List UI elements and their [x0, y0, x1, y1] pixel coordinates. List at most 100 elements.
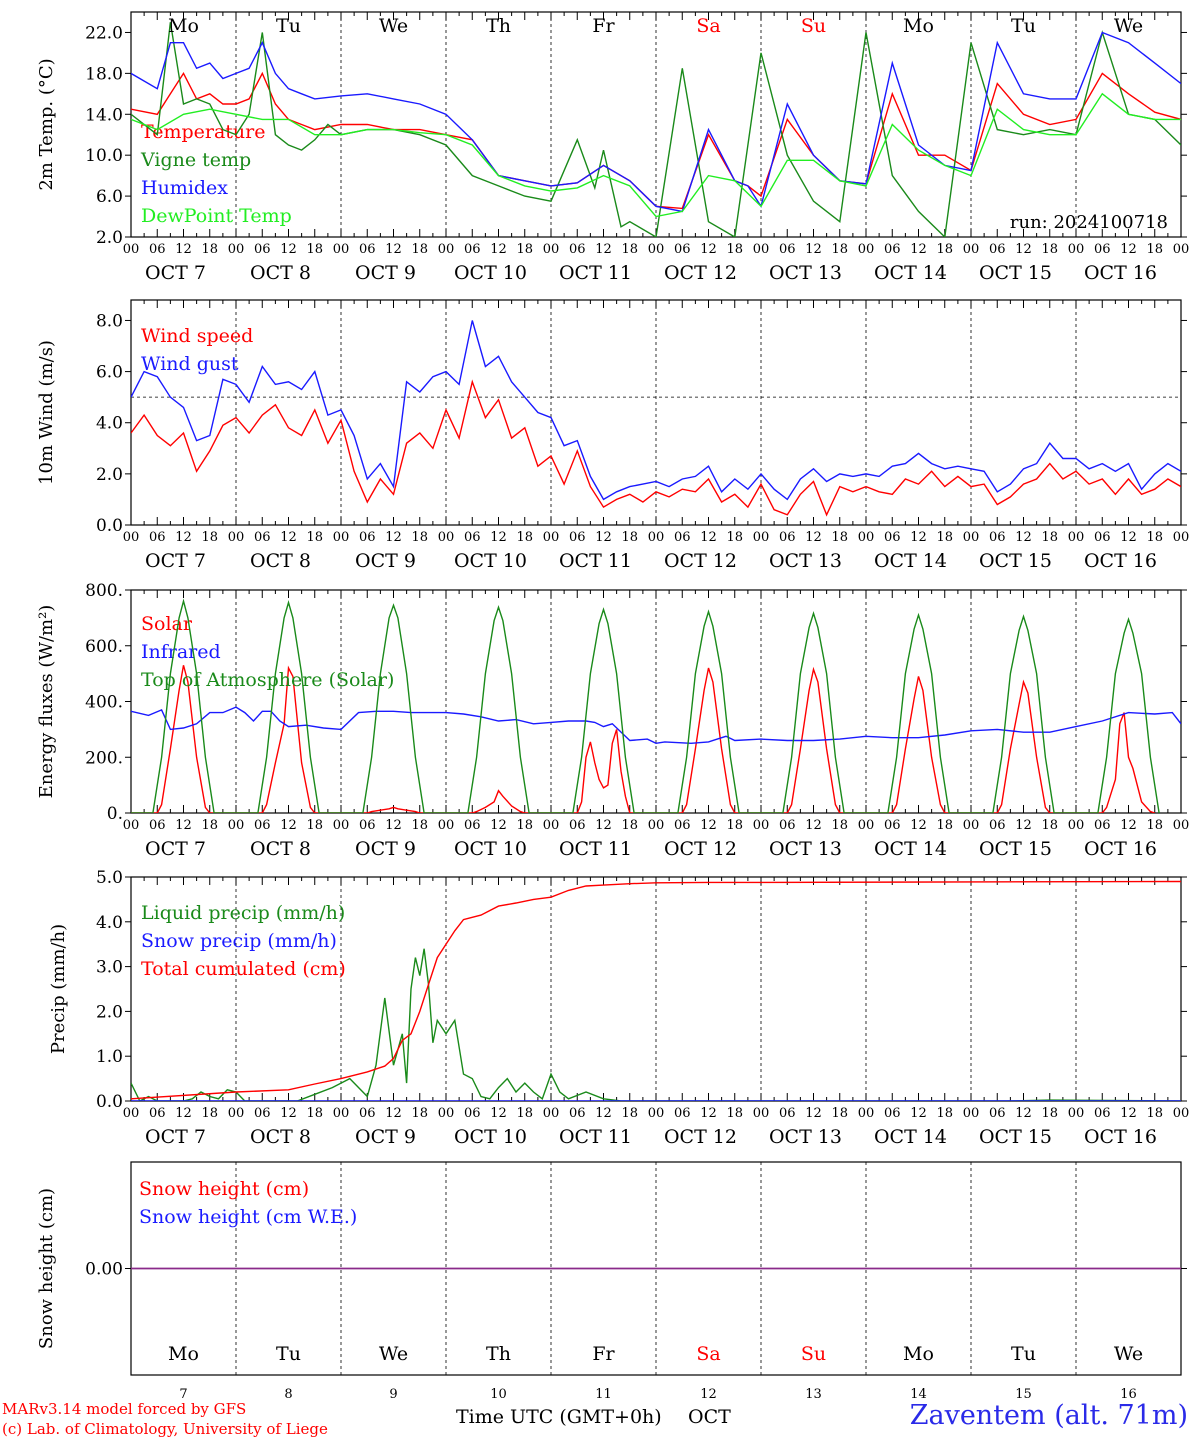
x-hour-label: 12 [805, 242, 822, 257]
x-hour-label: 12 [910, 242, 927, 257]
x-hour-label: 06 [989, 242, 1006, 257]
x-date-label: OCT 13 [769, 838, 842, 860]
chart-panel-5: 0.00 Snow height (cm) Snow height (cm) Snow… [36, 1161, 1187, 1402]
x-hour-label: 06 [779, 530, 796, 545]
series-line-wind-gust [131, 320, 1181, 501]
x-hour-label: 12 [910, 818, 927, 833]
x-hour-label: 00 [543, 818, 560, 833]
x-hour-label: 00 [753, 1106, 770, 1121]
x-date-label: OCT 9 [355, 1126, 416, 1148]
x-hour-label: 00 [858, 818, 875, 833]
x-date-label: OCT 7 [145, 262, 206, 284]
x-hour-label: 18 [201, 1106, 218, 1121]
x-date-label: OCT 9 [355, 262, 416, 284]
x-hour-label: 06 [1094, 818, 1111, 833]
x-hour-label: 12 [700, 530, 717, 545]
series-line-humidex [131, 31, 1181, 213]
legend-entry: Top of Atmosphere (Solar) [141, 669, 394, 691]
x-hour-label: 18 [621, 530, 638, 545]
x-hour-label: 18 [936, 818, 953, 833]
x-hour-label: 12 [1015, 530, 1032, 545]
x-hour-label: 00 [963, 242, 980, 257]
x-hour-label: 06 [884, 530, 901, 545]
x-date-label: OCT 15 [979, 262, 1052, 284]
x-hour-label: 12 [490, 1106, 507, 1121]
series-line-vigne-temp [131, 22, 1181, 237]
legend-entry: Wind speed [141, 325, 253, 347]
x-hour-label: 00 [1173, 818, 1190, 833]
x-hour-label: 06 [989, 1106, 1006, 1121]
x-hour-label: 18 [621, 818, 638, 833]
x-hour-label: 00 [333, 530, 350, 545]
x-hour-label: 06 [254, 242, 271, 257]
y-tick-label: 22.0 [85, 23, 123, 43]
x-hour-label: 06 [674, 818, 691, 833]
x-hour-label: 12 [595, 530, 612, 545]
day-of-week-label: Tu [276, 1343, 301, 1365]
y-tick-label: 200. [85, 748, 123, 768]
y-tick-label: 18.0 [85, 64, 123, 84]
x-hour-label: 12 [280, 530, 297, 545]
x-hour-label: 00 [858, 242, 875, 257]
x-hour-label: 00 [438, 242, 455, 257]
x-hour-label: 12 [1120, 530, 1137, 545]
x-hour-label: 06 [674, 530, 691, 545]
x-hour-label: 00 [1068, 530, 1085, 545]
legend-entry: Snow height (cm W.E.) [139, 1206, 357, 1228]
day-of-week-label: Mo [903, 1343, 934, 1365]
y-tick-label: 6.0 [96, 363, 123, 383]
x-hour-label: 12 [490, 530, 507, 545]
x-hour-label: 00 [858, 1106, 875, 1121]
x-hour-label: 12 [1120, 1106, 1137, 1121]
y-tick-label: 10.0 [85, 146, 123, 166]
x-hour-label: 06 [254, 818, 271, 833]
x-hour-label: 18 [306, 530, 323, 545]
x-hour-label: 18 [1146, 818, 1163, 833]
x-hour-label: 12 [385, 1106, 402, 1121]
x-hour-label: 18 [1041, 1106, 1058, 1121]
y-tick-label: 3.0 [96, 958, 123, 978]
x-date-label: OCT 14 [874, 550, 947, 572]
x-hour-label: 00 [333, 1106, 350, 1121]
x-hour-label: 12 [1015, 1106, 1032, 1121]
lab-credit: (c) Lab. of Climatology, University of L… [2, 1420, 328, 1438]
x-date-label: OCT 8 [250, 1126, 311, 1148]
x-date-label: OCT 9 [355, 838, 416, 860]
x-date-label: OCT 12 [664, 550, 737, 572]
x-date-label: OCT 16 [1084, 262, 1157, 284]
x-hour-label: 00 [858, 530, 875, 545]
x-hour-label: 00 [648, 1106, 665, 1121]
x-hour-label: 12 [175, 818, 192, 833]
x-date-label: OCT 13 [769, 262, 842, 284]
x-date-label: OCT 7 [145, 838, 206, 860]
x-hour-label: 06 [149, 530, 166, 545]
x-hour-label: 06 [884, 818, 901, 833]
x-hour-label: 00 [543, 242, 560, 257]
day-of-week-label: We [379, 15, 408, 37]
legend-entry: Solar [141, 613, 193, 635]
x-hour-label: 18 [306, 1106, 323, 1121]
x-hour-label: 06 [1094, 1106, 1111, 1121]
x-hour-label: 18 [411, 242, 428, 257]
time-axis-label: Time UTC (GMT+0h) [456, 1406, 662, 1428]
legend-entry: Liquid precip (mm/h) [141, 902, 345, 924]
x-hour-label: 12 [595, 242, 612, 257]
x-hour-label: 12 [385, 242, 402, 257]
x-hour-label: 18 [621, 1106, 638, 1121]
day-of-week-label: Su [801, 15, 826, 37]
model-credit: MARv3.14 model forced by GFS [2, 1400, 247, 1418]
day-of-week-label: Tu [1011, 1343, 1036, 1365]
y-tick-label: 400. [85, 693, 123, 713]
y-tick-label: 4.0 [96, 913, 123, 933]
x-hour-label: 12 [805, 818, 822, 833]
x-hour-label: 12 [490, 242, 507, 257]
x-date-label: OCT 15 [979, 838, 1052, 860]
x-hour-label: 00 [228, 818, 245, 833]
x-hour-label: 18 [936, 1106, 953, 1121]
station-name: Zaventem (alt. 71m) [909, 1400, 1188, 1431]
y-tick-label: 2.0 [96, 1002, 123, 1022]
legend-entry: Total cumulated (cm) [141, 958, 346, 980]
legend-entry: Wind gust [141, 353, 239, 375]
x-hour-label: 18 [831, 242, 848, 257]
